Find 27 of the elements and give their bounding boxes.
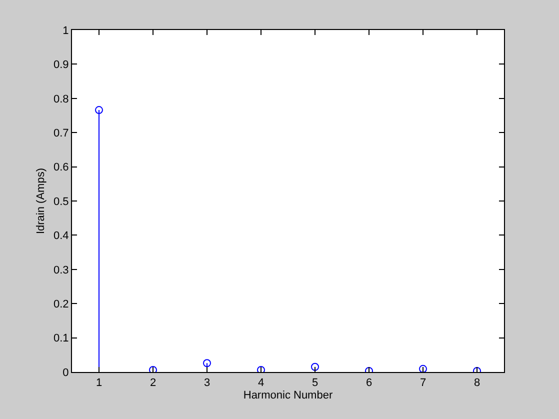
y-tick-label: 0.3	[54, 264, 69, 276]
point	[95, 106, 103, 114]
x-tick-label: 5	[312, 377, 318, 390]
x-tick-label: 7	[420, 377, 426, 390]
y-tick-label: 0.6	[54, 162, 69, 174]
x-tick-label: 1	[96, 377, 102, 390]
y-tick-label: 0	[62, 366, 69, 379]
y-tick-label: 0.8	[54, 93, 69, 106]
point	[149, 366, 157, 372]
x-tick-label: 6	[366, 377, 372, 390]
point	[257, 366, 265, 372]
y-tick-label: 0.2	[54, 298, 69, 310]
x-tick-label: 4	[258, 377, 264, 390]
y-tick-label: 0.9	[54, 59, 69, 72]
point	[203, 359, 211, 368]
x-axis-title: Harmonic Number	[243, 389, 333, 402]
point	[419, 364, 427, 372]
x-tick-label: 3	[204, 377, 210, 390]
y-tick-label: 0.5	[54, 196, 69, 208]
y-tick-label: 1	[62, 24, 69, 37]
y-tick-label: 0.1	[54, 332, 69, 345]
y-axis-title: Idrain (Amps)	[35, 168, 48, 234]
y-tick-label: 0.7	[54, 127, 69, 140]
y-tick-label: 0.4	[54, 230, 69, 242]
x-tick-label: 2	[150, 377, 156, 390]
point	[311, 362, 319, 371]
x-tick-label: 8	[474, 377, 480, 390]
